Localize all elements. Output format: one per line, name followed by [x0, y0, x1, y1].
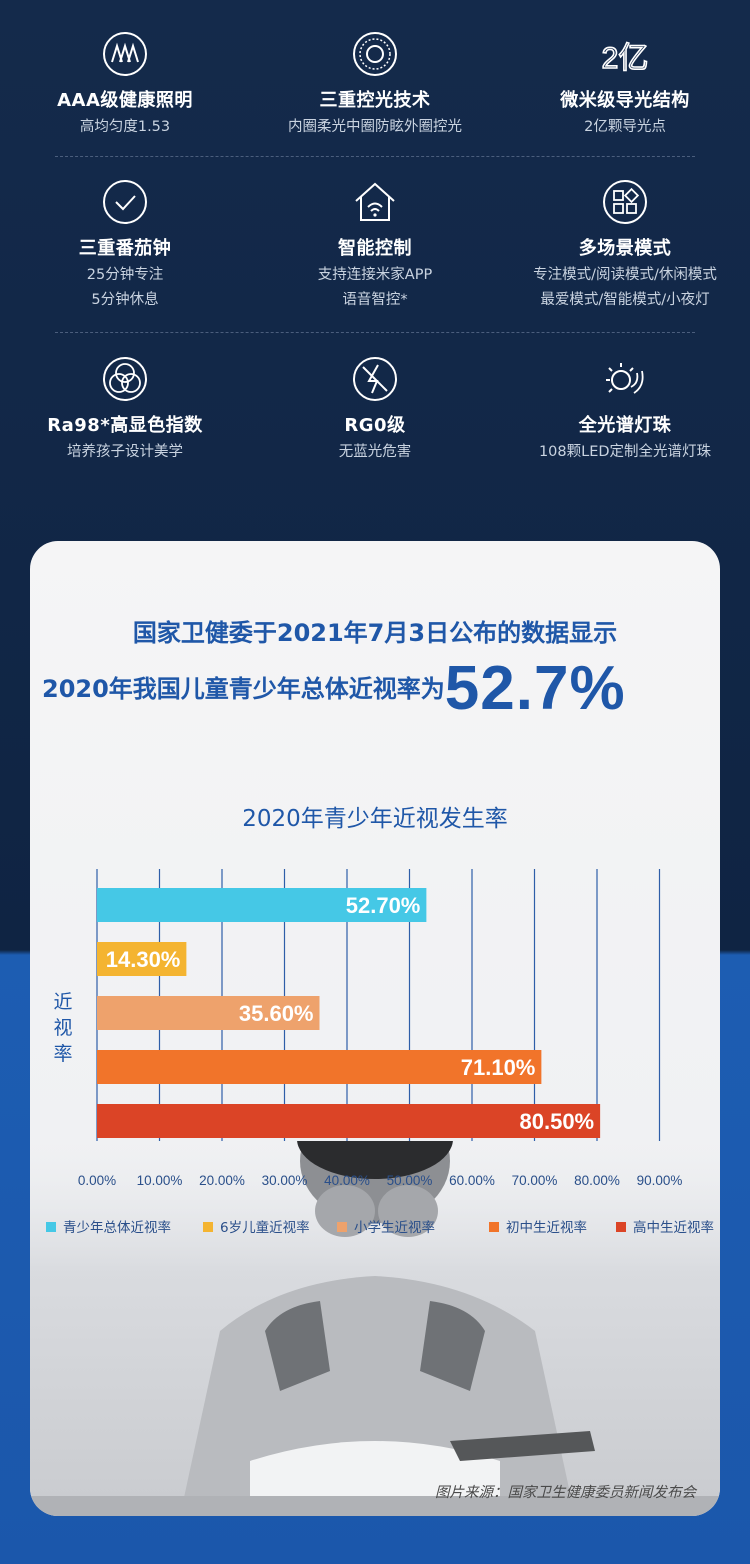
color-circles-icon — [103, 357, 147, 401]
feature-title: 全光谱灯珠 — [578, 415, 672, 436]
feature-subtitle: 最爱模式/智能模式/小夜灯 — [540, 292, 710, 308]
legend-swatch — [489, 1222, 499, 1232]
no-blue-light-icon — [353, 357, 397, 401]
x-tick-label: 80.00% — [574, 1173, 620, 1188]
legend-item: 高中生近视率 — [616, 1216, 714, 1236]
feature-subtitle: 支持连接米家APP — [317, 267, 433, 283]
feature-title: 三重番茄钟 — [78, 238, 172, 259]
legend-item: 青少年总体近视率 — [46, 1216, 171, 1236]
bar-value-label: 14.30% — [106, 947, 181, 972]
big-percentage: 52.7% — [444, 654, 626, 723]
light-ring-icon — [353, 32, 397, 76]
feature-title: 三重控光技术 — [319, 90, 431, 111]
bar-value-label: 80.50% — [520, 1109, 595, 1134]
bar — [97, 1050, 542, 1084]
feature-rg0: RG0级 无蓝光危害 — [250, 355, 500, 465]
x-tick-label: 40.00% — [324, 1173, 370, 1188]
feature-subtitle: 无蓝光危害 — [338, 444, 412, 460]
two-hundred-million-icon: 2亿 — [601, 41, 649, 76]
headline-source-date: 国家卫健委于2021年7月3日公布的数据显示 — [132, 619, 618, 647]
legend-label: 小学生近视率 — [354, 1220, 435, 1236]
feature-title: 智能控制 — [338, 238, 412, 259]
myopia-data-card: 国家卫健委于2021年7月3日公布的数据显示 2020年我国儿童青少年总体近视率… — [30, 541, 720, 1516]
feature-color-rendering: Ra98*高显色指数 培养孩子设计美学 — [0, 355, 250, 465]
x-tick-label: 30.00% — [262, 1173, 308, 1188]
headline-myopia-rate: 2020年我国儿童青少年总体近视率为52.7% — [42, 653, 712, 724]
bar-value-label: 71.10% — [461, 1055, 536, 1080]
x-tick-label: 20.00% — [199, 1173, 245, 1188]
feature-scene-modes: 多场景模式 专注模式/阅读模式/休闲模式 最爱模式/智能模式/小夜灯 — [500, 178, 750, 313]
chart-legend: 青少年总体近视率 6岁儿童近视率 小学生近视率 初中生近视率 高中生近视率 — [46, 1216, 720, 1240]
y-axis-label-char: 近 — [53, 991, 72, 1013]
myopia-bar-chart: 52.70% 14.30% 35.60% 71.10% 80.50% 0.00% 10.0… — [53, 869, 683, 1188]
feature-subtitle: 5分钟休息 — [91, 292, 159, 308]
legend-label: 6岁儿童近视率 — [220, 1220, 310, 1236]
feature-grid: AAA级健康照明 高均匀度1.53 三重控光技术 内圈柔光中圈防眩外圈控光 2亿… — [0, 0, 750, 500]
legend-label: 初中生近视率 — [506, 1220, 587, 1236]
headline-text: 2020年我国儿童青少年总体近视率为 — [42, 675, 445, 703]
legend-swatch — [337, 1222, 347, 1232]
bar-value-label: 52.70% — [346, 893, 421, 918]
feature-subtitle: 培养孩子设计美学 — [67, 444, 183, 460]
feature-subtitle: 2亿颗导光点 — [584, 119, 666, 135]
legend-swatch — [46, 1222, 56, 1232]
feature-light-control: 三重控光技术 内圈柔光中圈防眩外圈控光 — [250, 30, 500, 140]
legend-label: 青少年总体近视率 — [63, 1220, 171, 1236]
feature-title: Ra98*高显色指数 — [47, 415, 203, 436]
y-axis-label-char: 率 — [53, 1043, 72, 1065]
feature-title: 微米级导光结构 — [560, 90, 690, 111]
feature-aaa-lighting: AAA级健康照明 高均匀度1.53 — [0, 30, 250, 140]
scene-modes-icon — [603, 180, 647, 224]
feature-subtitle: 高均匀度1.53 — [79, 119, 171, 135]
x-tick-label: 10.00% — [137, 1173, 183, 1188]
child-covering-eyes-photo — [30, 1141, 720, 1516]
x-tick-label: 70.00% — [512, 1173, 558, 1188]
legend-item: 初中生近视率 — [489, 1216, 587, 1236]
feature-micro-structure: 2亿 微米级导光结构 2亿颗导光点 — [500, 30, 750, 140]
feature-subtitle: 专注模式/阅读模式/休闲模式 — [533, 267, 717, 283]
feature-title: 多场景模式 — [578, 238, 672, 259]
legend-label: 高中生近视率 — [633, 1220, 714, 1236]
legend-item: 小学生近视率 — [337, 1216, 435, 1236]
legend-swatch — [203, 1222, 213, 1232]
feature-full-spectrum: 全光谱灯珠 108颗LED定制全光谱灯珠 — [500, 355, 750, 465]
icon-text: 2亿 — [602, 42, 649, 75]
x-tick-label: 0.00% — [78, 1173, 116, 1188]
feature-subtitle: 内圈柔光中圈防眩外圈控光 — [288, 119, 462, 135]
x-tick-label: 90.00% — [637, 1173, 683, 1188]
bar — [97, 996, 320, 1030]
feature-pomodoro: 三重番茄钟 25分钟专注 5分钟休息 — [0, 178, 250, 313]
full-spectrum-sun-icon — [606, 363, 644, 394]
divider — [55, 332, 695, 333]
feature-title: AAA级健康照明 — [57, 90, 193, 111]
feature-subtitle: 25分钟专注 — [86, 267, 164, 283]
bar — [97, 942, 187, 976]
bar — [97, 1104, 601, 1138]
chart-title: 2020年青少年近视发生率 — [242, 806, 508, 832]
smart-home-icon — [355, 182, 395, 221]
feature-subtitle: 108颗LED定制全光谱灯珠 — [538, 444, 712, 460]
divider — [55, 156, 695, 157]
bar — [97, 888, 427, 922]
y-axis-label-char: 视 — [53, 1017, 72, 1039]
feature-smart-control: 智能控制 支持连接米家APP 语音智控* — [250, 178, 500, 313]
feature-title: RG0级 — [344, 415, 406, 436]
image-source-caption: 图片来源：国家卫生健康委员新闻发布会 — [435, 1485, 696, 1501]
check-circle-icon — [103, 180, 147, 224]
legend-item: 6岁儿童近视率 — [203, 1216, 310, 1236]
aaa-badge-icon — [103, 32, 147, 76]
x-tick-label: 50.00% — [387, 1173, 433, 1188]
legend-swatch — [616, 1222, 626, 1232]
x-tick-label: 60.00% — [449, 1173, 495, 1188]
bar-value-label: 35.60% — [239, 1001, 314, 1026]
feature-subtitle: 语音智控* — [342, 292, 408, 308]
